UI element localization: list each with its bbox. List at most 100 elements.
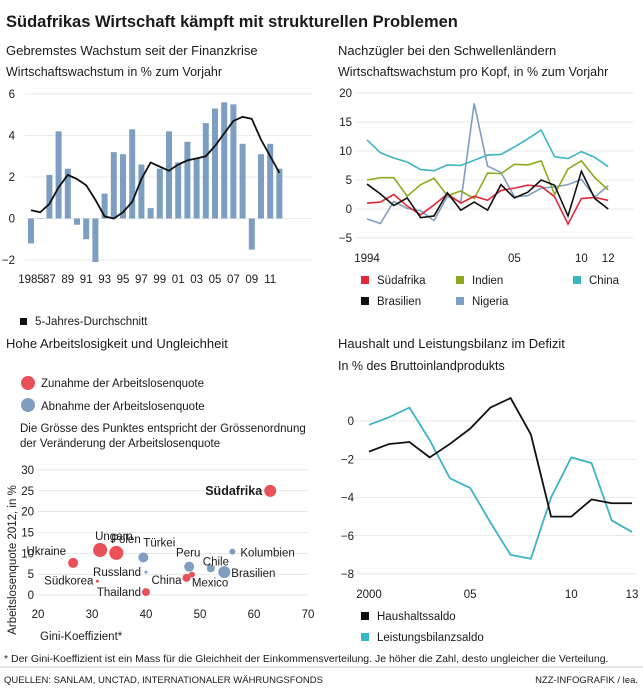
legend-swatch-indien: [456, 276, 464, 284]
bar-growth: [110, 152, 117, 219]
legend-dot-abnahme: [21, 398, 35, 412]
point-label-polen: Polen: [111, 534, 140, 546]
x-tick-label: 10: [565, 589, 578, 601]
y-tick-label: −5: [339, 233, 352, 245]
point-türkei: [138, 552, 149, 563]
bar-growth: [230, 104, 237, 219]
point-brasilien: [218, 566, 231, 579]
x-tick-label: 1985: [18, 274, 44, 286]
x-tick-label: 03: [190, 274, 203, 286]
y-tick-label: 6: [9, 89, 15, 101]
x-tick-label: 13: [626, 589, 639, 601]
bar-growth: [175, 162, 182, 219]
y-tick-label: 10: [339, 146, 352, 158]
y-tick-label: 0: [348, 416, 354, 428]
bar-growth: [138, 164, 145, 219]
point-label-ukraine: Ukraine: [26, 546, 66, 558]
point-kolumbien: [229, 548, 236, 555]
bar-growth: [129, 129, 136, 219]
panel-peers-title: Nachzügler bei den Schwellenländern: [338, 43, 556, 58]
x-tick-label: 07: [227, 274, 240, 286]
bar-growth: [37, 218, 44, 219]
bar-growth: [202, 123, 209, 219]
x-tick-label: 60: [248, 609, 261, 621]
legend-swatch-haushalt: [361, 612, 369, 620]
y-tick-label: 0: [346, 204, 352, 216]
line-haushaltssaldo: [368, 396, 632, 518]
point-ukraine: [68, 557, 79, 568]
x-tick-label: 05: [464, 589, 477, 601]
legend-swatch-suedafrika: [361, 276, 369, 284]
panel-budget-plot: −8 −6 −4 −2 0 2000 05 10 13: [341, 396, 639, 601]
bar-growth: [55, 131, 62, 219]
x-tick-label: 87: [43, 274, 56, 286]
point-label-russland: Russland: [93, 567, 141, 579]
x-tick-label: 05: [508, 253, 521, 265]
bar-growth: [221, 102, 228, 219]
panel-unemployment-title: Hohe Arbeitslosigkeit und Ungleichheit: [6, 336, 228, 351]
y-tick-label: 20: [339, 88, 352, 100]
panel-growth-plot: −2 0 2 4 6 1985 87 89 91 93 95 97 99 01 03 05 07 09 11: [2, 89, 312, 286]
x-tick-label: 40: [140, 609, 153, 621]
bar-growth: [83, 218, 90, 240]
panel-growth-subtitle: Wirtschaftswachstum in % zum Vorjahr: [6, 65, 222, 79]
legend-swatch-brasilien: [361, 297, 369, 305]
sources: QUELLEN: SANLAM, UNCTAD, INTERNATIONALER…: [4, 675, 323, 686]
y-axis-title-unemployment: Arbeitslosenquote 2012, in %: [7, 485, 19, 635]
point-chile: [206, 564, 215, 573]
legend-swatch-leistungsbilanz: [361, 633, 369, 641]
x-tick-label: 70: [302, 609, 315, 621]
y-tick-label: 15: [21, 528, 34, 540]
x-tick-label: 89: [61, 274, 74, 286]
bar-growth: [248, 218, 255, 250]
y-tick-label: −2: [341, 454, 354, 466]
point-label-chile: Chile: [203, 556, 229, 568]
point-polen: [109, 545, 124, 560]
point-label-ungarn: Ungarn: [95, 531, 133, 543]
line-china: [366, 128, 609, 172]
point-label-türkei: Türkei: [143, 538, 175, 550]
point-südafrika: [264, 484, 277, 497]
bar-growth: [184, 141, 191, 219]
point-label-mexico: Mexico: [192, 578, 228, 590]
legend-label-suedafrika: Südafrika: [377, 275, 426, 287]
legend-label-nigeria: Nigeria: [472, 296, 509, 308]
y-tick-label: 5: [346, 175, 352, 187]
bar-growth: [92, 218, 99, 263]
x-tick-label: 12: [602, 253, 615, 265]
legend-dot-zunahme: [21, 376, 35, 390]
point-mexico: [188, 571, 195, 578]
point-thailand: [142, 588, 150, 597]
point-label-kolumbien: Kolumbien: [240, 548, 294, 560]
line-südafrika: [366, 184, 609, 226]
footnote: * Der Gini-Koeffizient ist ein Mass für …: [4, 653, 608, 665]
legend-label-indien: Indien: [472, 275, 503, 287]
bar-growth: [267, 143, 274, 219]
size-note-line-2: der Veränderung der Arbeitslosenquote: [20, 438, 220, 450]
bar-growth: [166, 131, 172, 219]
bar-growth: [212, 108, 218, 219]
y-tick-label: 0: [28, 590, 34, 602]
panel-peers: Nachzügler bei den Schwellenländern Wirt…: [338, 43, 634, 308]
y-tick-label: 15: [339, 117, 352, 129]
legend-label-haushalt: Haushaltssaldo: [377, 611, 456, 623]
panel-budget: Haushalt und Leistungsbilanz im Defizit …: [338, 336, 638, 644]
line-leistungsbilanzsaldo: [368, 406, 633, 560]
bar-growth: [64, 168, 71, 219]
panel-growth: Gebremstes Wachstum seit der Finanzkrise…: [2, 43, 312, 328]
bar-growth: [101, 193, 108, 219]
x-tick-label: 95: [117, 274, 130, 286]
bar-growth: [74, 218, 80, 225]
x-axis-title-gini: Gini-Koeffizient*: [40, 631, 123, 643]
bar-growth: [28, 218, 34, 244]
x-tick-label: 2000: [356, 589, 382, 601]
legend-label-zunahme: Zunahme der Arbeitslosenquote: [41, 378, 204, 390]
legend-label-average: 5-Jahres-Durchschnitt: [35, 316, 148, 328]
legend-label-leistungsbilanz: Leistungsbilanzsaldo: [377, 632, 484, 644]
x-tick-label: 99: [153, 274, 166, 286]
legend-label-abnahme: Abnahme der Arbeitslosenquote: [41, 401, 205, 413]
y-tick-label: 4: [9, 131, 16, 143]
point-russland: [144, 570, 148, 574]
bar-growth: [156, 168, 163, 219]
